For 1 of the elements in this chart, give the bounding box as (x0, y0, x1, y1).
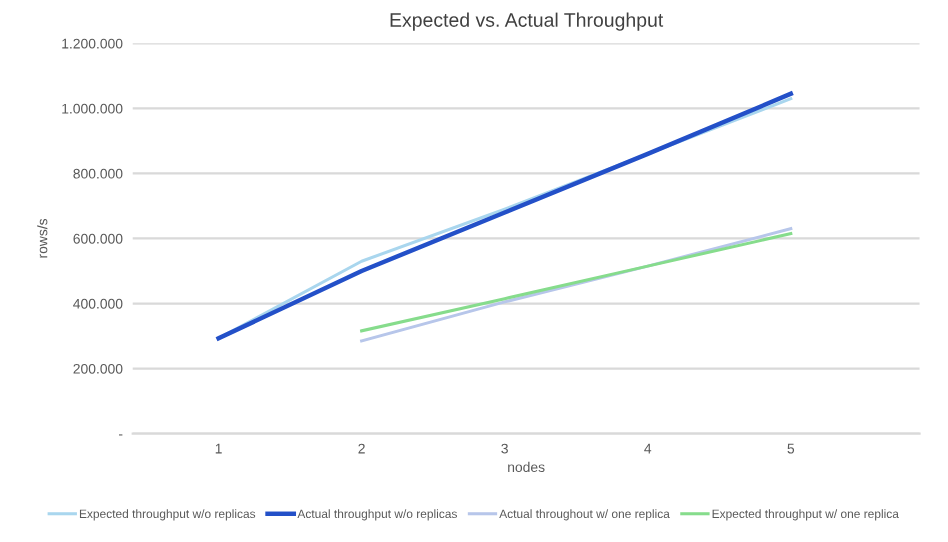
chart-title: Expected vs. Actual Throughput (390, 12, 664, 31)
